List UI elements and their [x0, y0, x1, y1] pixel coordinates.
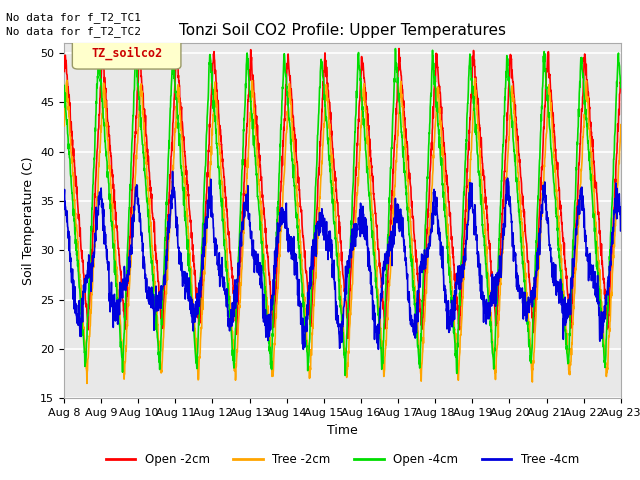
X-axis label: Time: Time: [327, 424, 358, 437]
Legend: Open -2cm, Tree -2cm, Open -4cm, Tree -4cm: Open -2cm, Tree -2cm, Open -4cm, Tree -4…: [101, 448, 584, 471]
FancyBboxPatch shape: [72, 37, 181, 69]
Text: TZ_soilco2: TZ_soilco2: [92, 47, 163, 60]
Y-axis label: Soil Temperature (C): Soil Temperature (C): [22, 156, 35, 285]
Text: No data for f_T2_TC2: No data for f_T2_TC2: [6, 26, 141, 37]
Title: Tonzi Soil CO2 Profile: Upper Temperatures: Tonzi Soil CO2 Profile: Upper Temperatur…: [179, 23, 506, 38]
Text: No data for f_T2_TC1: No data for f_T2_TC1: [6, 12, 141, 23]
